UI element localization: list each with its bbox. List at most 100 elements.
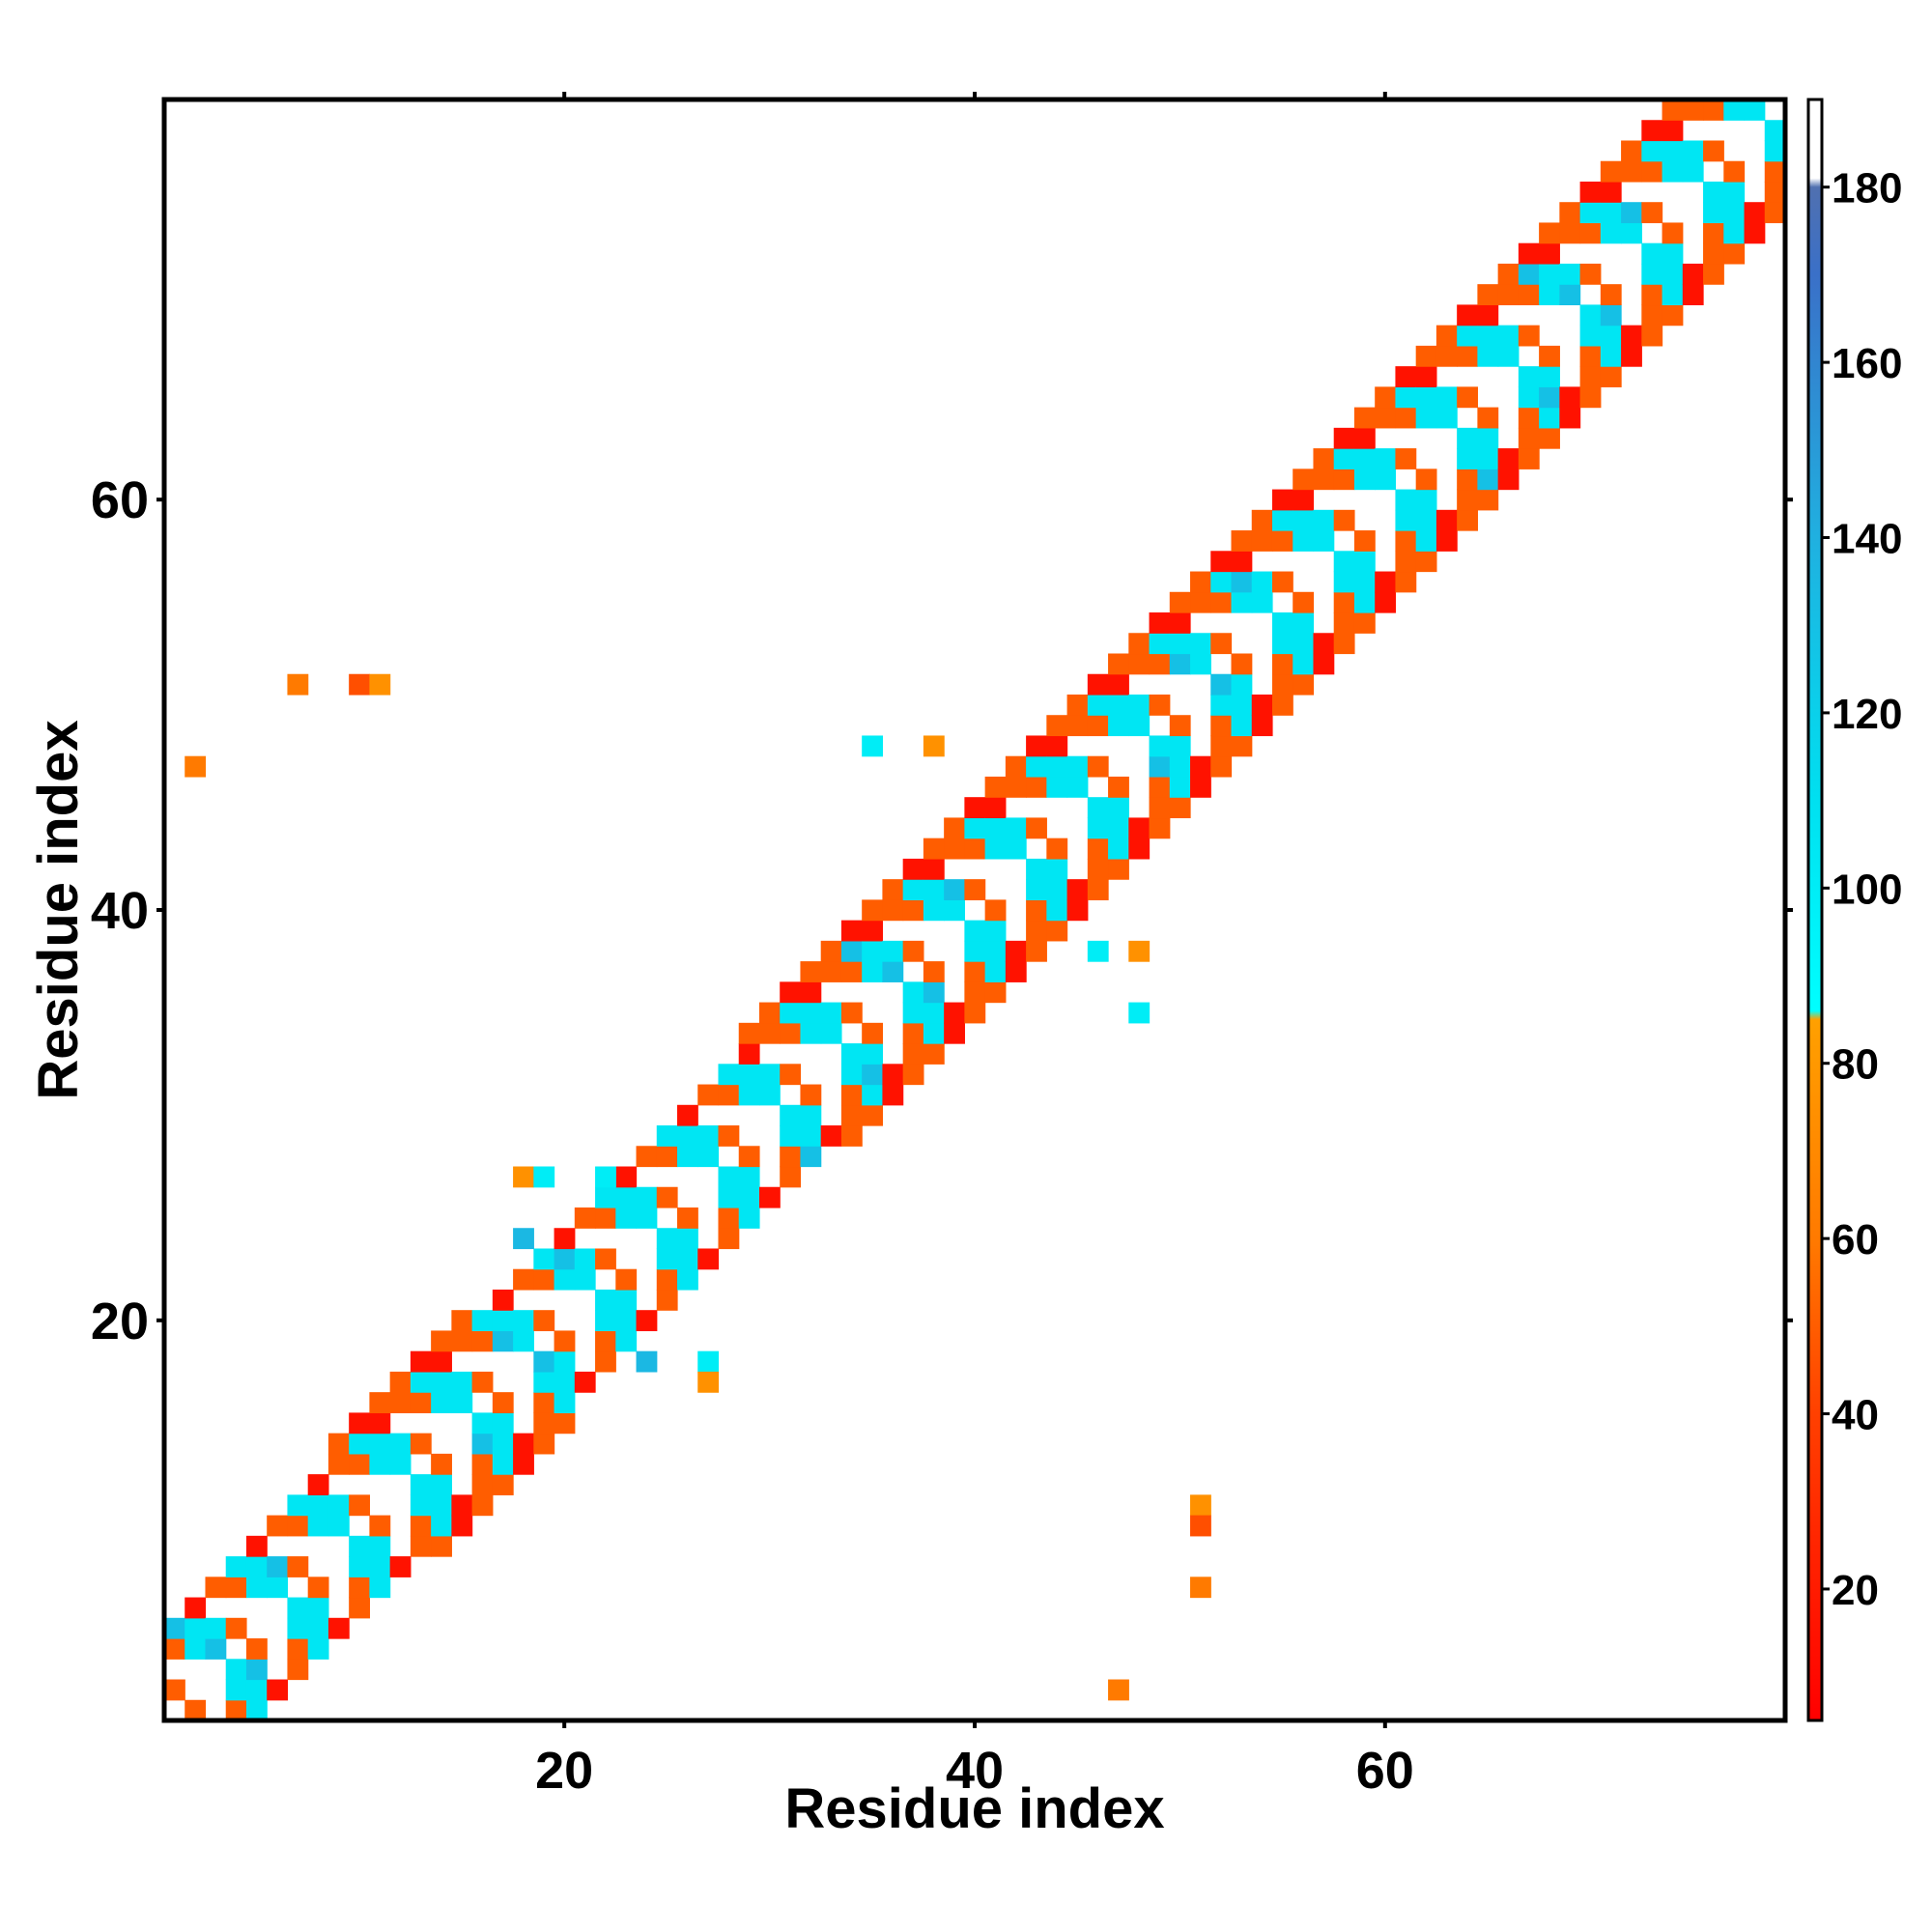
heatmap-cell [1046,838,1068,860]
heatmap-cell [1251,591,1273,613]
heatmap-cell [225,1659,247,1681]
heatmap-cell [1559,202,1581,224]
heatmap-cell [1764,160,1786,183]
heatmap-cell [1539,284,1560,306]
heatmap-cell [1108,653,1129,675]
heatmap-cell [1169,633,1191,655]
heatmap-cell [862,1084,884,1106]
heatmap-cell [410,1535,432,1557]
heatmap-cell [1333,469,1355,491]
heatmap-cell [780,1146,802,1168]
heatmap-cell [1128,1002,1151,1024]
heatmap-cell [820,1022,842,1044]
heatmap-cell [1353,612,1376,634]
heatmap-cell [389,1433,412,1455]
heatmap-cell [1333,571,1355,593]
heatmap-cell [800,1104,822,1126]
heatmap-cell [410,1392,432,1413]
heatmap-cell [1087,817,1109,839]
heatmap-cell [1600,202,1622,224]
heatmap-cell [1313,469,1335,491]
heatmap-cell [431,1494,452,1517]
heatmap-cell [1313,653,1335,675]
heatmap-cell [349,673,371,696]
heatmap-cell [1169,797,1191,819]
heatmap-cell [225,1679,247,1701]
heatmap-cell [984,981,1007,1004]
heatmap-cell [1293,653,1315,675]
heatmap-cell [554,1412,576,1435]
heatmap-cell [1435,530,1458,552]
heatmap-cell [1210,694,1233,716]
heatmap-cell [1026,899,1047,922]
heatmap-cell [492,1392,514,1413]
heatmap-cell [923,961,945,982]
heatmap-cell [369,1412,391,1435]
x-tick-labels: 20 40 60 [535,1742,1414,1800]
heatmap-cell [287,673,309,696]
heatmap-cell [1087,838,1109,860]
heatmap-cell [554,1248,576,1270]
heatmap-cell [1210,551,1233,573]
heatmap-cell [944,1022,965,1044]
heatmap-cell [800,1002,822,1024]
heatmap-cell [1477,304,1499,327]
heatmap-cell [1395,551,1417,573]
heatmap-cell [369,1577,391,1599]
heatmap-cell [840,961,863,982]
heatmap-cell [984,940,1007,962]
heatmap-cell [964,838,986,860]
heatmap-cell [1087,755,1109,778]
heatmap-cell [1477,284,1499,306]
heatmap-cell [1026,940,1047,962]
heatmap-cell [800,981,822,1004]
heatmap-cell [1579,345,1602,367]
heatmap-cell [410,1371,432,1393]
heatmap-cell [1353,448,1376,469]
heatmap-cell [554,1350,576,1373]
heatmap-cell [718,1064,740,1086]
heatmap-cell [389,1392,412,1413]
x-tick-label: 40 [946,1742,1004,1800]
heatmap-cell [1353,427,1376,449]
heatmap-cell [1313,530,1335,552]
heatmap-cell [1703,242,1724,265]
heatmap-cell [1108,673,1129,696]
heatmap-cell [615,1310,638,1332]
heatmap-cell [718,1228,740,1250]
heatmap-cell [1539,427,1560,449]
heatmap-cell [1313,509,1335,531]
heatmap-cell [307,1494,329,1517]
heatmap-cell [1703,140,1724,162]
heatmap-cell [1149,633,1171,655]
heatmap-cell [780,1002,802,1024]
heatmap-cell [1128,715,1151,737]
heatmap-cell [1087,797,1109,819]
heatmap-cell [1251,571,1273,593]
heatmap-cell [287,1494,309,1517]
heatmap-cell [1518,242,1540,265]
heatmap-cell [882,940,904,962]
heatmap-cell [718,1207,740,1229]
heatmap-cell [1108,1679,1129,1701]
heatmap-cell [1497,448,1520,469]
heatmap-cell [327,1453,350,1475]
heatmap-cell [1005,940,1027,962]
heatmap-cell [431,1474,452,1495]
heatmap-cell [1108,797,1129,819]
heatmap-cell [1210,755,1233,778]
heatmap-cell [369,1433,391,1455]
heatmap-cell [840,1043,863,1065]
heatmap-cell [1621,222,1642,244]
heatmap-cell [1108,694,1129,716]
heatmap-cell [1066,694,1089,716]
x-tick-label: 60 [1356,1742,1414,1800]
heatmap-cell [615,1166,638,1188]
heatmap-cell [369,1535,391,1557]
heatmap-cell [780,981,802,1004]
heatmap-cell [267,1679,289,1701]
heatmap-cell [287,1515,309,1537]
heatmap-cell [1005,776,1027,798]
heatmap-cell [1703,222,1724,244]
x-axis-title: Residue index [784,1777,1164,1840]
